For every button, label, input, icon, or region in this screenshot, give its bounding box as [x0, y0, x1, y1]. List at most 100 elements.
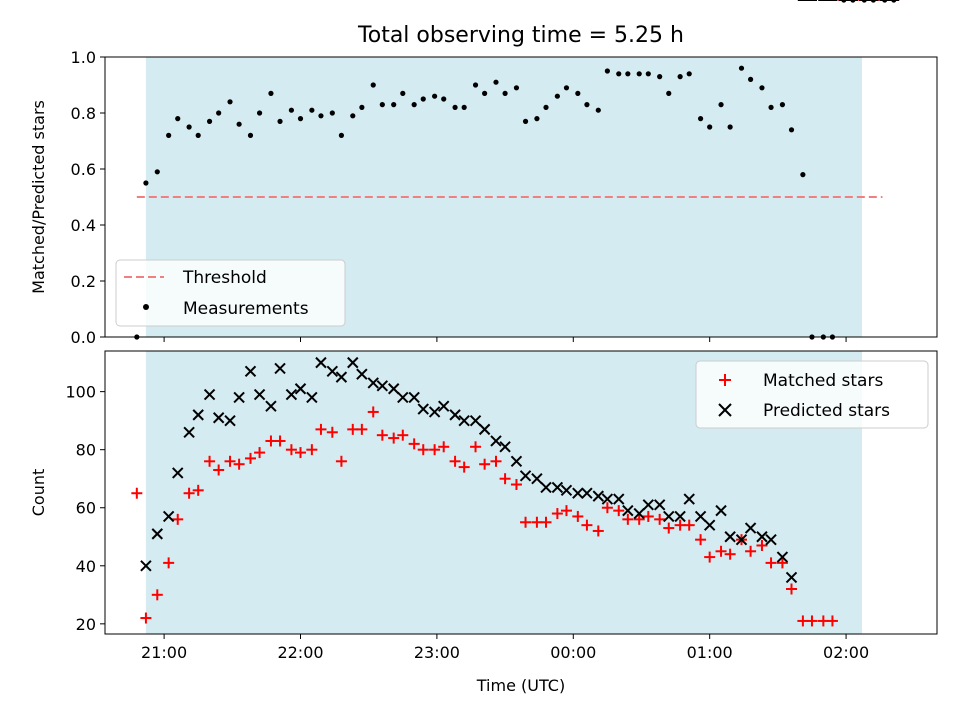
predicted-star-point: [397, 391, 409, 404]
measurement-point: [707, 124, 713, 130]
matched-star-point: [335, 455, 347, 467]
measurement-point: [195, 132, 201, 138]
predicted-star-point: [438, 400, 450, 412]
measurement-point: [768, 104, 774, 110]
predicted-star-point: [653, 499, 666, 511]
legend-measurements-label: Measurements: [183, 299, 309, 319]
measurement-point: [288, 107, 295, 113]
measurement-point: [625, 71, 631, 77]
matched-star-point: [756, 539, 768, 551]
measurement-point: [236, 121, 242, 127]
measurement-point: [166, 132, 172, 138]
matched-star-point: [581, 519, 593, 531]
predicted-star-point: [376, 380, 389, 392]
predicted-star-point: [183, 426, 195, 438]
matched-star-point: [172, 513, 184, 525]
matched-star-point: [510, 479, 522, 491]
count-panel: 20 40 60 80 100 21:00 22:00 23:00 00:00 01:00 02:0…: [29, 0, 938, 695]
measurement-point: [697, 116, 704, 122]
matched-star-point: [151, 589, 163, 601]
predicted-star-point: [581, 487, 593, 499]
matched-star-point: [140, 612, 152, 624]
matched-star-point: [306, 444, 318, 456]
matched-star-point: [326, 426, 338, 438]
predicted-star-point: [326, 365, 339, 378]
measurement-point: [370, 82, 376, 88]
matched-star-point: [315, 423, 327, 435]
predicted-star-point: [408, 391, 420, 404]
matched-star-point: [560, 505, 572, 517]
measurement-point: [329, 110, 335, 116]
matched-star-point: [285, 444, 297, 456]
measurement-point: [268, 90, 274, 96]
matched-star-point: [429, 444, 441, 456]
y-tick-label: 80: [76, 441, 96, 460]
measurement-point: [318, 113, 324, 119]
predicted-star-point: [499, 441, 511, 453]
matched-star-point: [540, 516, 552, 528]
measurement-point: [493, 79, 499, 85]
measurement-points: [134, 0, 897, 340]
predicted-star-point: [744, 522, 757, 534]
measurement-point: [472, 82, 479, 88]
measurement-point: [379, 102, 385, 108]
measurement-point: [645, 71, 651, 77]
measurement-point: [636, 71, 642, 77]
matched-star-point: [806, 615, 818, 627]
predicted-star-point: [140, 560, 152, 572]
measurement-point: [502, 90, 508, 96]
matched-star-point: [765, 557, 777, 569]
predicted-star-point: [531, 473, 543, 485]
predicted-stars-points: [140, 0, 899, 584]
measurement-point: [677, 74, 683, 80]
matched-star-point: [417, 444, 429, 456]
matched-star-point: [213, 464, 225, 476]
predicted-star-point: [756, 531, 768, 543]
measurement-point: [143, 180, 149, 186]
measurement-point: [657, 74, 663, 80]
count-panel-ticks: 20 40 60 80 100 21:00 22:00 23:00 00:00 01:00 02:0…: [65, 383, 869, 662]
predicted-star-point: [265, 400, 277, 412]
y-tick-label: 60: [76, 499, 96, 518]
count-panel-frame: [104, 350, 938, 635]
predicted-star-point: [212, 412, 225, 424]
matched-star-point: [745, 545, 757, 557]
measurement-point: [206, 118, 213, 124]
predicted-star-point: [613, 493, 625, 505]
matched-star-point: [294, 447, 306, 459]
matched-star-point: [683, 519, 695, 531]
measurement-point: [616, 71, 622, 77]
matched-star-point: [438, 441, 450, 453]
measurement-point: [338, 132, 345, 138]
predicted-star-point: [233, 391, 245, 404]
predicted-star-point: [560, 484, 573, 497]
y-tick-label: 0.2: [71, 272, 96, 291]
y-tick-label: 0.0: [71, 328, 96, 347]
predicted-star-point: [724, 531, 736, 543]
predicted-star-point: [703, 519, 716, 531]
matched-star-point: [490, 455, 502, 467]
predicted-star-point: [315, 356, 327, 369]
measurement-point: [175, 116, 181, 122]
matched-star-point: [183, 487, 195, 499]
matched-star-point: [642, 510, 654, 522]
legend-threshold-label: Threshold: [182, 268, 267, 288]
matched-star-point: [520, 516, 532, 528]
measurement-point: [391, 102, 397, 108]
predicted-star-point: [572, 487, 584, 499]
legend-predicted-swatch: [718, 403, 732, 417]
matched-star-point: [613, 505, 625, 517]
measurement-point: [400, 90, 406, 96]
measurement-point: [686, 71, 692, 77]
matched-star-point: [163, 557, 175, 569]
x-tick-label: 22:00: [277, 643, 323, 662]
predicted-star-point: [253, 388, 266, 401]
matched-star-point: [376, 429, 388, 441]
ratio-panel: 0.0 0.2 0.4 0.6 0.8 1.0 Matched/Predicted sta…: [29, 0, 938, 347]
matched-star-point: [592, 525, 604, 537]
measurement-point: [247, 132, 254, 138]
measurement-point: [584, 102, 590, 108]
predicted-star-point: [172, 467, 184, 479]
matched-star-point: [388, 432, 400, 444]
